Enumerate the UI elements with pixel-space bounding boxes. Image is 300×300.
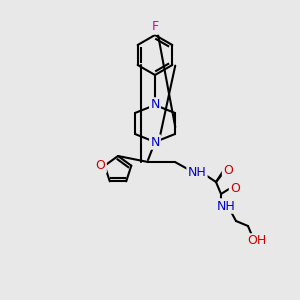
Text: F: F [152, 20, 159, 34]
Text: O: O [223, 164, 233, 176]
Text: N: N [150, 98, 160, 112]
Text: O: O [230, 182, 240, 196]
Text: NH: NH [188, 166, 206, 178]
Text: O: O [96, 159, 106, 172]
Text: N: N [150, 136, 160, 148]
Text: OH: OH [248, 235, 267, 248]
Text: NH: NH [217, 200, 236, 212]
